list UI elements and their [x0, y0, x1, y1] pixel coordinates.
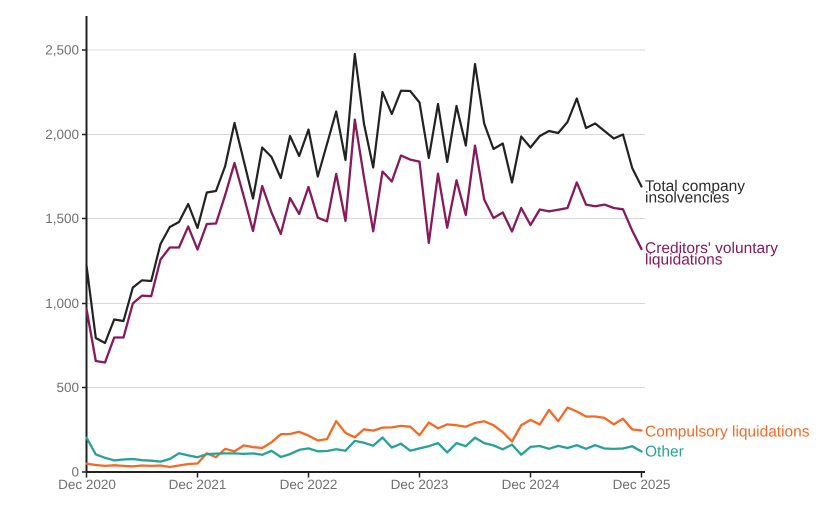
svg-text:1,000: 1,000 [45, 296, 79, 311]
svg-text:liquidations: liquidations [645, 252, 723, 269]
svg-text:Dec 2021: Dec 2021 [169, 477, 227, 492]
svg-text:Total company: Total company [645, 178, 745, 195]
svg-text:Dec 2025: Dec 2025 [613, 477, 671, 492]
svg-text:2,500: 2,500 [45, 43, 79, 58]
svg-text:2,000: 2,000 [45, 127, 79, 142]
svg-text:1,500: 1,500 [45, 211, 79, 226]
svg-text:Dec 2022: Dec 2022 [280, 477, 338, 492]
svg-text:Dec 2023: Dec 2023 [391, 477, 449, 492]
svg-text:insolvencies: insolvencies [645, 190, 730, 207]
svg-text:Dec 2020: Dec 2020 [58, 477, 116, 492]
svg-text:Dec 2024: Dec 2024 [502, 477, 560, 492]
svg-text:500: 500 [56, 380, 79, 395]
svg-text:Creditors' voluntary: Creditors' voluntary [645, 240, 778, 257]
svg-text:0: 0 [71, 464, 79, 479]
svg-text:Other: Other [645, 444, 684, 461]
svg-text:Compulsory liquidations: Compulsory liquidations [645, 423, 810, 440]
